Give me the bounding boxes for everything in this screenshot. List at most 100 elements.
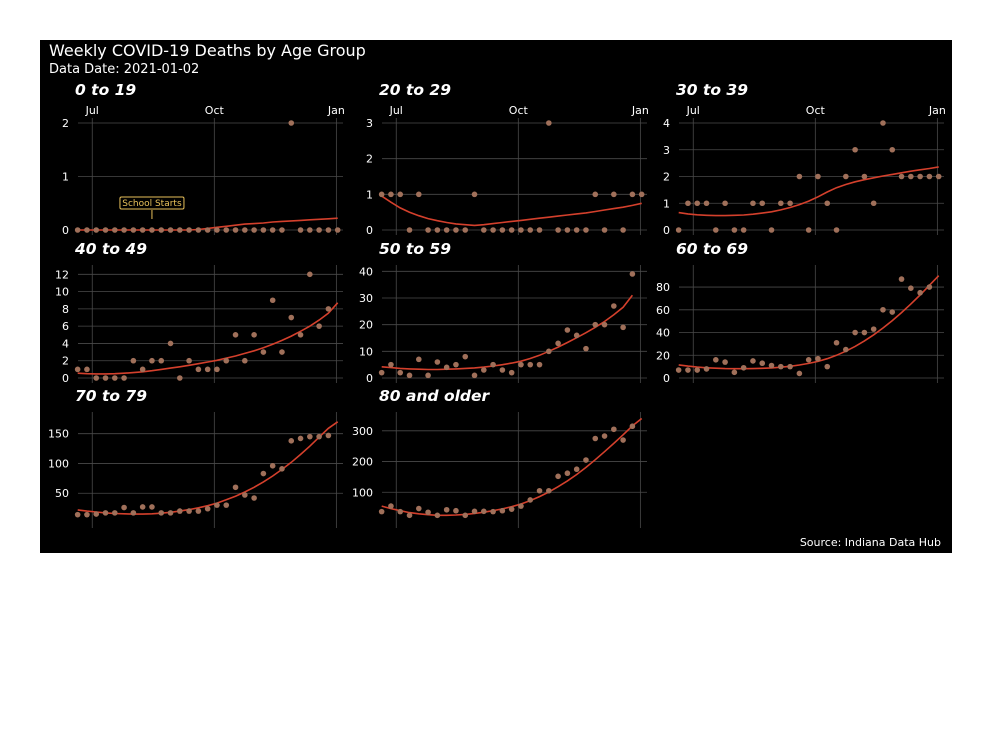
chart-subtitle: Data Date: 2021-01-02 xyxy=(49,62,199,77)
data-point xyxy=(518,227,524,233)
data-point xyxy=(453,227,459,233)
data-point xyxy=(564,327,571,333)
y-tick-label: 0 xyxy=(663,372,670,385)
y-tick-label: 200 xyxy=(352,456,373,469)
data-point xyxy=(121,504,127,511)
data-point xyxy=(177,375,183,381)
data-point xyxy=(397,508,404,515)
data-point xyxy=(325,432,332,439)
y-tick-label: 0 xyxy=(663,224,670,237)
y-tick-label: 10 xyxy=(359,345,373,358)
data-point xyxy=(378,369,385,376)
data-point xyxy=(713,357,719,363)
data-point xyxy=(195,508,202,514)
data-point xyxy=(592,321,599,328)
trend-line xyxy=(77,421,339,515)
data-point xyxy=(279,466,285,472)
data-point xyxy=(759,200,766,207)
data-point xyxy=(870,200,877,207)
data-point xyxy=(84,511,90,518)
data-point xyxy=(917,173,923,180)
data-point xyxy=(573,466,580,473)
data-point xyxy=(499,367,506,373)
chart-caption: Source: Indiana Data Hub xyxy=(800,536,941,549)
data-point xyxy=(880,120,886,126)
data-point xyxy=(84,227,90,233)
data-point xyxy=(269,297,276,304)
data-point xyxy=(334,227,341,233)
facet-0-to-19: 0 to 19 Jul Oct Jan 0 1 2 School Starts xyxy=(62,81,345,237)
data-point xyxy=(453,361,459,368)
y-tick-label: 40 xyxy=(359,265,373,278)
data-point xyxy=(139,227,146,233)
data-point xyxy=(638,191,645,198)
data-point xyxy=(898,276,905,282)
data-point xyxy=(74,511,81,518)
data-point xyxy=(490,508,496,515)
data-point xyxy=(527,361,534,368)
data-point xyxy=(731,227,738,233)
data-point xyxy=(288,438,295,444)
data-point xyxy=(167,227,174,233)
data-point xyxy=(177,508,183,514)
data-point xyxy=(139,366,146,373)
data-point xyxy=(778,363,784,370)
data-point xyxy=(601,227,608,233)
data-point xyxy=(388,191,394,198)
data-point xyxy=(195,227,202,233)
data-point xyxy=(750,200,756,207)
data-point xyxy=(139,504,146,510)
data-point xyxy=(536,227,543,233)
data-point xyxy=(935,173,942,180)
data-point xyxy=(527,497,534,503)
data-point xyxy=(130,227,137,233)
data-point xyxy=(555,473,561,480)
data-point xyxy=(685,200,691,207)
y-tick-label: 4 xyxy=(663,117,670,130)
y-tick-label: 1 xyxy=(663,197,670,210)
data-point xyxy=(214,227,220,233)
data-point xyxy=(388,503,394,509)
data-point xyxy=(316,227,322,233)
data-point xyxy=(740,227,747,233)
data-point xyxy=(675,367,682,373)
y-tick-label: 0 xyxy=(366,372,373,385)
data-point xyxy=(84,366,90,373)
data-point xyxy=(307,271,313,278)
data-point xyxy=(195,366,202,373)
data-point xyxy=(260,470,267,477)
data-point xyxy=(815,173,821,180)
x-tick-label: Jan xyxy=(327,104,345,117)
data-point xyxy=(316,323,322,329)
facet-30-to-39: 30 to 39 Jul Oct Jan 0 1 2 3 4 xyxy=(663,81,946,237)
data-point xyxy=(796,173,803,180)
y-tick-label: 1 xyxy=(366,188,373,201)
data-point xyxy=(843,173,849,180)
x-tick-label: Jul xyxy=(389,104,403,117)
data-point xyxy=(102,510,109,516)
data-point xyxy=(926,173,933,180)
annotation-school-starts: School Starts xyxy=(119,196,185,219)
data-point xyxy=(397,369,404,376)
data-point xyxy=(713,227,719,233)
data-point xyxy=(843,346,849,353)
data-point xyxy=(121,375,127,381)
x-tick-label: Oct xyxy=(509,104,529,117)
y-tick-label: 1 xyxy=(62,171,69,184)
data-point xyxy=(564,470,571,477)
y-tick-label: 100 xyxy=(352,486,373,499)
data-point xyxy=(177,227,183,233)
facet-title: 40 to 49 xyxy=(74,240,147,258)
data-point xyxy=(518,503,524,509)
data-point xyxy=(768,227,775,233)
data-point xyxy=(471,372,478,379)
data-point xyxy=(149,504,155,510)
data-point xyxy=(787,363,793,370)
data-point xyxy=(694,367,701,373)
data-point xyxy=(214,502,220,508)
data-point xyxy=(824,200,831,207)
data-point xyxy=(908,285,914,291)
data-point xyxy=(223,502,230,508)
y-tick-label: 3 xyxy=(663,144,670,157)
